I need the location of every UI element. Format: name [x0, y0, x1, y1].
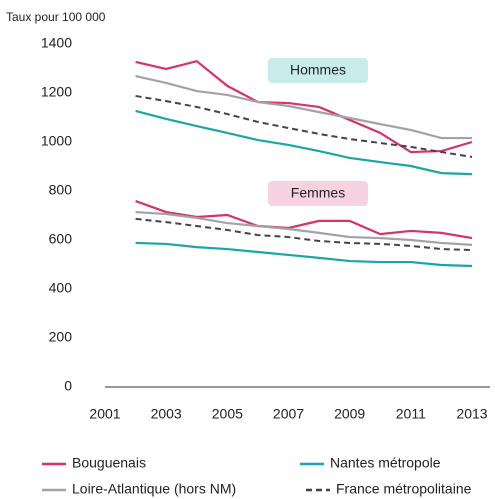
x-tick-label: 2005	[212, 406, 243, 422]
y-tick-label: 1200	[41, 84, 72, 100]
series-line	[135, 241, 473, 268]
group-label: Femmes	[291, 185, 345, 201]
group-label-box	[268, 181, 368, 206]
series-line	[135, 75, 472, 140]
series-line	[135, 59, 473, 154]
x-tick-label: 2013	[456, 406, 487, 422]
y-tick-label: 1000	[41, 133, 72, 149]
group-label-box	[268, 58, 368, 83]
series-line	[135, 200, 473, 240]
series-line	[135, 94, 473, 158]
series-line	[135, 217, 473, 252]
y-tick-label: 600	[49, 231, 73, 247]
group-label: Hommes	[290, 62, 346, 78]
y-tick-label: 200	[49, 329, 73, 345]
legend-label: Nantes métropole	[330, 455, 441, 471]
legend-label: Bouguenais	[72, 455, 146, 471]
y-tick-label: 400	[49, 280, 73, 296]
x-tick-label: 2011	[396, 406, 426, 422]
series-line	[135, 109, 473, 176]
legend-label: Loire-Atlantique (hors NM)	[72, 481, 236, 497]
x-tick-label: 2001	[89, 406, 120, 422]
x-tick-label: 2009	[334, 406, 365, 422]
x-tick-label: 2003	[151, 406, 182, 422]
legend-label: France métropolitaine	[336, 481, 472, 497]
series-line	[135, 210, 473, 246]
x-tick-label: 2007	[273, 406, 304, 422]
y-tick-label: 1400	[41, 35, 72, 51]
y-tick-label: 0	[64, 378, 72, 394]
y-axis-label: Taux pour 100 000	[6, 10, 106, 24]
y-tick-label: 800	[49, 182, 73, 198]
